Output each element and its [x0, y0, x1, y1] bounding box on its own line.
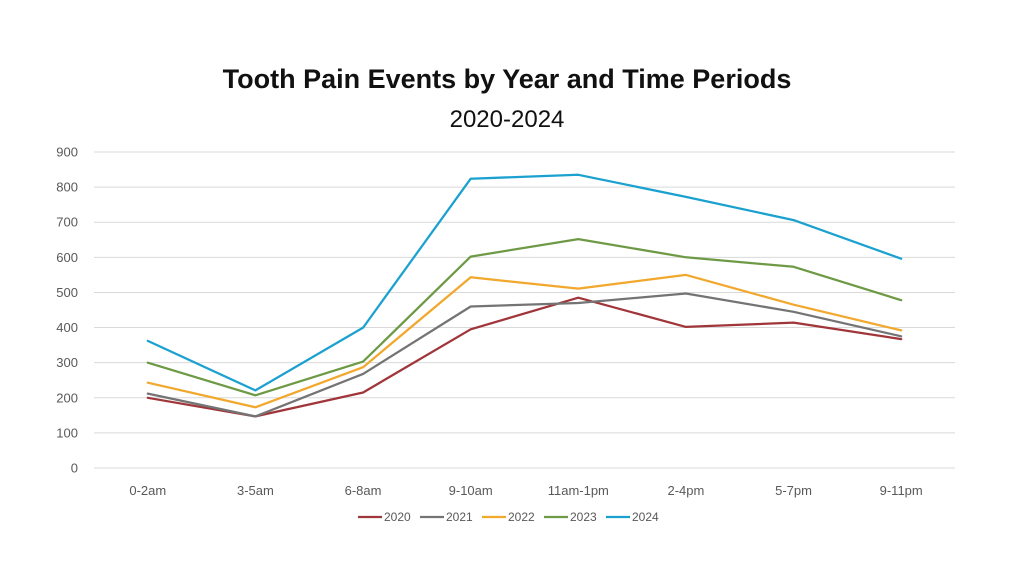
y-tick-label: 800 — [56, 180, 78, 195]
series-line-2020 — [146, 296, 903, 418]
y-tick-label: 400 — [56, 320, 78, 335]
series-line-2021 — [146, 292, 903, 418]
series-line-2022 — [146, 273, 903, 409]
legend-item-2021: 2021 — [420, 510, 473, 524]
x-tick-label: 6-8am — [345, 483, 382, 498]
legend-label: 2022 — [508, 510, 535, 524]
series-lines — [146, 173, 903, 418]
x-tick-label: 0-2am — [129, 483, 166, 498]
y-tick-label: 600 — [56, 250, 78, 265]
y-tick-label: 100 — [56, 425, 78, 440]
legend-label: 2021 — [446, 510, 473, 524]
chart-subtitle: 2020-2024 — [450, 106, 565, 133]
y-tick-label: 500 — [56, 285, 78, 300]
y-tick-label: 900 — [56, 145, 78, 160]
x-tick-label: 11am-1pm — [548, 483, 609, 498]
y-tick-label: 0 — [71, 461, 78, 476]
legend-item-2023: 2023 — [544, 510, 597, 524]
y-tick-label: 200 — [56, 390, 78, 405]
gridlines — [94, 151, 955, 469]
series-line-2023 — [146, 237, 903, 397]
x-tick-label: 2-4pm — [668, 483, 705, 498]
x-tick-label: 5-7pm — [775, 483, 812, 498]
legend-label: 2020 — [384, 510, 411, 524]
legend-label: 2023 — [570, 510, 597, 524]
x-tick-label: 9-10am — [449, 483, 493, 498]
x-tick-label: 9-11pm — [880, 483, 923, 498]
x-axis-ticks: 0-2am 3-5am 6-8am 9-10am 11am-1pm 2-4pm 5-7pm 9… — [129, 483, 922, 498]
legend-item-2024: 2024 — [606, 510, 659, 524]
y-axis-ticks: 0 100 200 300 400 500 600 700 800 900 — [56, 145, 78, 476]
x-tick-label: 3-5am — [237, 483, 274, 498]
y-tick-label: 300 — [56, 355, 78, 370]
legend-label: 2024 — [632, 510, 659, 524]
legend: 2020 2021 2022 2023 2024 — [358, 510, 659, 524]
series-line-2024 — [146, 173, 903, 392]
y-tick-label: 700 — [56, 215, 78, 230]
legend-item-2020: 2020 — [358, 510, 411, 524]
legend-item-2022: 2022 — [482, 510, 535, 524]
chart-title: Tooth Pain Events by Year and Time Perio… — [223, 64, 792, 94]
